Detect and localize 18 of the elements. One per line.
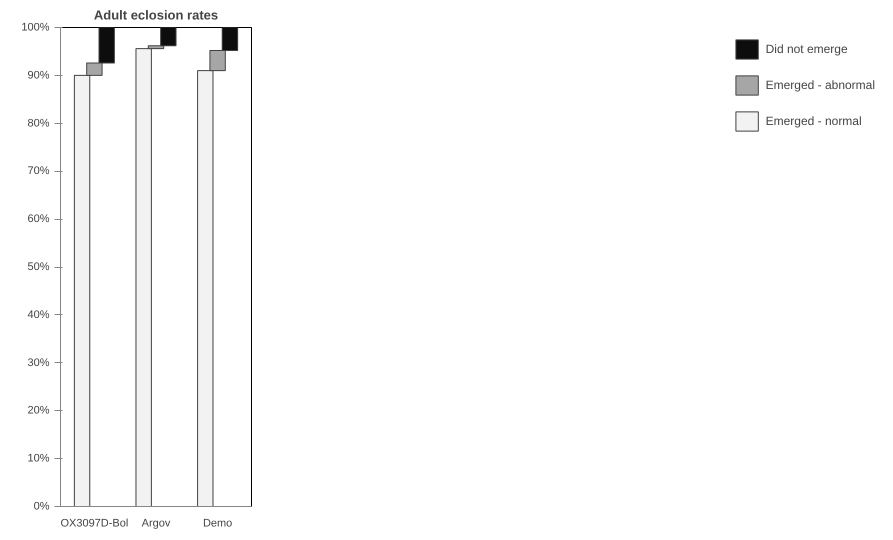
x-tick-label: OX3097D-Bol [60,518,128,530]
y-tick-label: 90% [27,69,50,82]
y-tick-label: 20% [27,404,50,417]
legend-label: Did not emerge [766,42,848,56]
y-tick-label: 10% [27,452,50,465]
y-tick-label: 60% [27,213,50,226]
y-tick-label: 70% [27,165,50,178]
legend-label: Emerged - normal [766,114,862,128]
y-tick-label: 100% [21,22,50,34]
y-tick-label: 40% [27,308,50,321]
x-tick-label: Argov [142,518,171,530]
chart-title: Adult eclosion rates [94,8,218,22]
y-tick-label: 80% [27,117,50,130]
legend-label: Emerged - abnormal [766,78,875,92]
y-tick-label: 30% [27,356,50,369]
y-tick-label: 50% [27,261,50,273]
x-tick-label: Demo [202,518,232,530]
y-tick-label: 0% [34,500,50,512]
